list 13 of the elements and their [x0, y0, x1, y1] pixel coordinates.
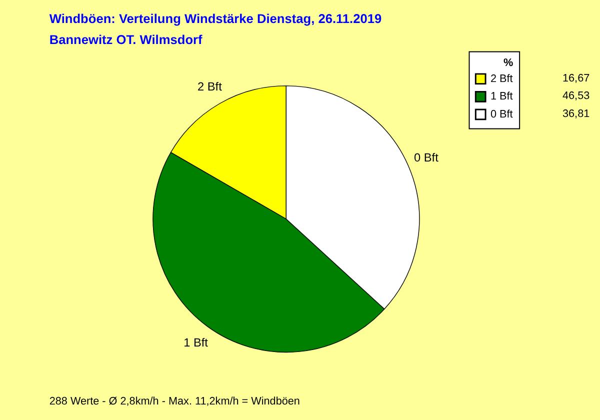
data-label: 46,53 — [562, 90, 590, 102]
data-label: 36,81 — [562, 108, 590, 120]
slice-label: 0 Bft — [414, 150, 440, 164]
chart-title: Windböen: Verteilung Windstärke Dienstag, 26.11.2019 — [49, 11, 382, 26]
chart-subtitle: Bannewitz OT. Wilmsdorf — [49, 32, 204, 47]
slice-label: 2 Bft — [198, 79, 223, 94]
legend-label: 2 Bft — [490, 72, 513, 85]
slice-label: 1 Bft — [184, 335, 209, 350]
legend-title: % — [504, 57, 514, 70]
legend-label: 1 Bft — [490, 90, 513, 103]
legend-label: 0 Bft — [490, 108, 513, 120]
text: 288 Werte - Ø 2,8km/h - Max. 11,2km/h = Windböen — [49, 396, 300, 408]
data-label: 16,67 — [562, 72, 590, 84]
